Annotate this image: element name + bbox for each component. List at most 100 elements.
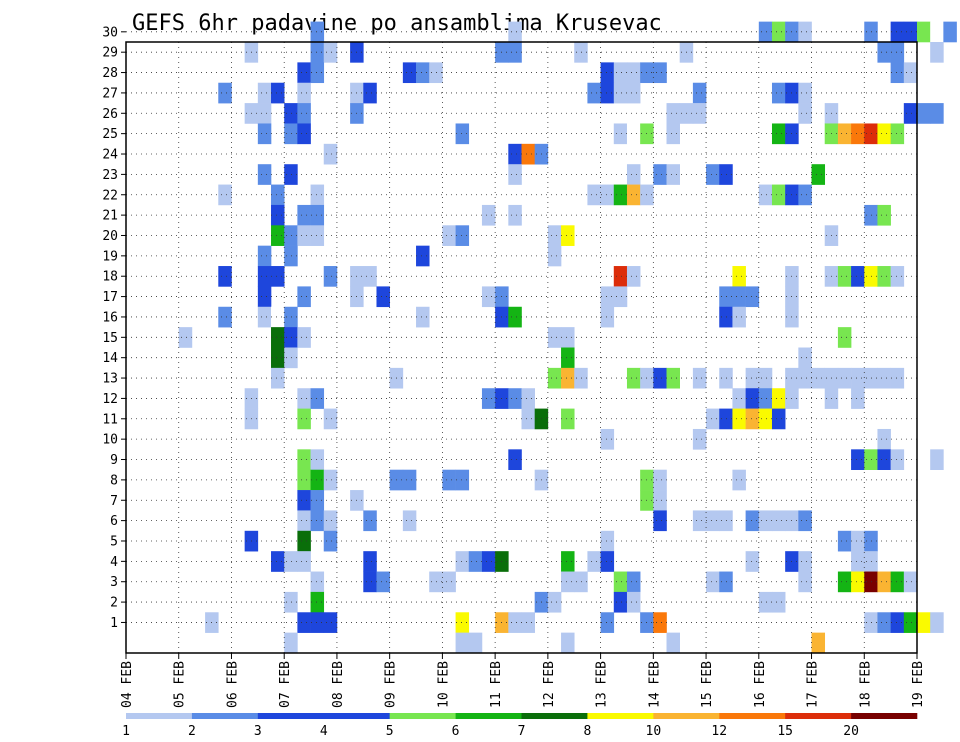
colorbar-label: 3 — [254, 724, 262, 739]
heatmap-cell — [600, 551, 615, 572]
heatmap-cell — [442, 469, 456, 491]
heatmap-cell — [890, 62, 905, 84]
colorbar-swatch — [719, 713, 786, 719]
heatmap-cell — [297, 469, 311, 491]
heatmap-cell — [521, 408, 535, 430]
heatmap-cell — [626, 367, 641, 389]
heatmap-cell — [297, 530, 311, 552]
heatmap-cell — [508, 204, 522, 226]
heatmap-cell — [917, 612, 931, 633]
x-tick-label: 06 FEB — [225, 661, 240, 708]
heatmap-cell — [561, 367, 575, 389]
heatmap-cell — [310, 469, 325, 491]
heatmap-cell — [455, 612, 470, 633]
heatmap-cell — [771, 184, 786, 206]
colorbar-label: 7 — [518, 724, 526, 739]
heatmap-cell — [455, 551, 470, 572]
y-tick-label: 23 — [102, 168, 118, 183]
heatmap-cell — [837, 266, 852, 287]
heatmap-cell — [877, 123, 891, 145]
x-axis: 04 FEB 05 FEB 06 FEB 07 FEB 08 FEB 09 FEB 10 F… — [120, 653, 926, 708]
heatmap-cell — [455, 225, 470, 246]
heatmap-cell — [851, 571, 865, 593]
colorbar-swatch — [653, 713, 720, 719]
heatmap-cell — [363, 266, 377, 287]
heatmap-cell — [653, 164, 667, 185]
heatmap-cell — [323, 510, 338, 532]
x-tick-label: 08 FEB — [331, 661, 346, 708]
heatmap-cell — [284, 591, 298, 613]
heatmap-cell — [811, 632, 826, 654]
y-tick-label: 8 — [110, 473, 118, 488]
heatmap-cell — [481, 286, 496, 308]
heatmap-cell — [218, 184, 232, 206]
grid-lines — [126, 31, 917, 653]
x-tick-label: 09 FEB — [384, 661, 399, 708]
heatmap-cell — [732, 388, 746, 409]
heatmap-cell — [310, 388, 325, 409]
heatmap-cell — [547, 225, 562, 246]
heatmap-cell — [732, 306, 746, 328]
heatmap-cell — [837, 571, 852, 593]
heatmap-cell — [706, 510, 720, 532]
heatmap-cell — [851, 551, 865, 572]
y-tick-label: 28 — [102, 66, 118, 81]
heatmap-cell — [811, 164, 826, 185]
heatmap-cell — [271, 327, 285, 348]
heatmap-cell — [363, 571, 377, 593]
heatmap-cell — [257, 103, 272, 124]
heatmap-cell — [745, 408, 760, 430]
colorbar-swatch — [455, 713, 522, 719]
heatmap-cell — [613, 123, 628, 145]
heatmap-cell — [877, 428, 891, 450]
heatmap-cell — [481, 204, 496, 226]
heatmap-cell — [587, 551, 601, 572]
y-tick-label: 22 — [102, 188, 118, 203]
heatmap-cell — [376, 571, 390, 593]
heatmap-cell — [284, 551, 298, 572]
heatmap-cell — [666, 632, 680, 654]
y-tick-label: 24 — [102, 148, 118, 163]
heatmap-cell — [745, 367, 760, 389]
heatmap-cell — [310, 21, 325, 43]
colorbar-label: 1 — [122, 724, 130, 739]
heatmap-cell — [903, 612, 918, 633]
y-tick-label: 6 — [110, 514, 118, 529]
heatmap-cell — [600, 62, 615, 84]
heatmap-cell — [851, 123, 865, 145]
heatmap-cell — [666, 367, 680, 389]
heatmap-cell — [917, 21, 931, 43]
heatmap-cell — [521, 612, 535, 633]
y-tick-label: 3 — [110, 575, 118, 590]
x-tick-label: 15 FEB — [700, 661, 715, 708]
heatmap-cell — [218, 266, 232, 287]
heatmap-cell — [719, 367, 733, 389]
heatmap-cell — [257, 286, 272, 308]
heatmap-cell — [402, 510, 417, 532]
heatmap-cell — [692, 428, 707, 450]
heatmap-cell — [692, 103, 707, 124]
heatmap-cell — [297, 82, 311, 104]
heatmap-cell — [561, 327, 575, 348]
heatmap-cell — [890, 449, 905, 470]
heatmap-cell — [508, 388, 522, 409]
heatmap-cell — [771, 388, 786, 409]
heatmap-cell — [653, 367, 667, 389]
colorbar-swatch — [323, 713, 390, 719]
colorbar-label: 20 — [843, 724, 859, 739]
heatmap-cell — [561, 571, 575, 593]
colorbar-swatch — [257, 713, 325, 719]
heatmap-cell — [903, 103, 918, 124]
heatmap-cell — [719, 164, 733, 185]
y-tick-label: 16 — [102, 310, 118, 325]
x-tick-label: 13 FEB — [595, 661, 610, 708]
heatmap-cell — [271, 225, 285, 246]
heatmap-cell — [442, 225, 456, 246]
heatmap-cell — [310, 62, 325, 84]
y-tick-label: 11 — [102, 412, 118, 427]
y-tick-label: 18 — [102, 270, 118, 285]
heatmap-cell — [626, 591, 641, 613]
y-tick-label: 14 — [102, 351, 118, 366]
heatmap-cell — [429, 62, 443, 84]
heatmap-cell — [758, 510, 773, 532]
